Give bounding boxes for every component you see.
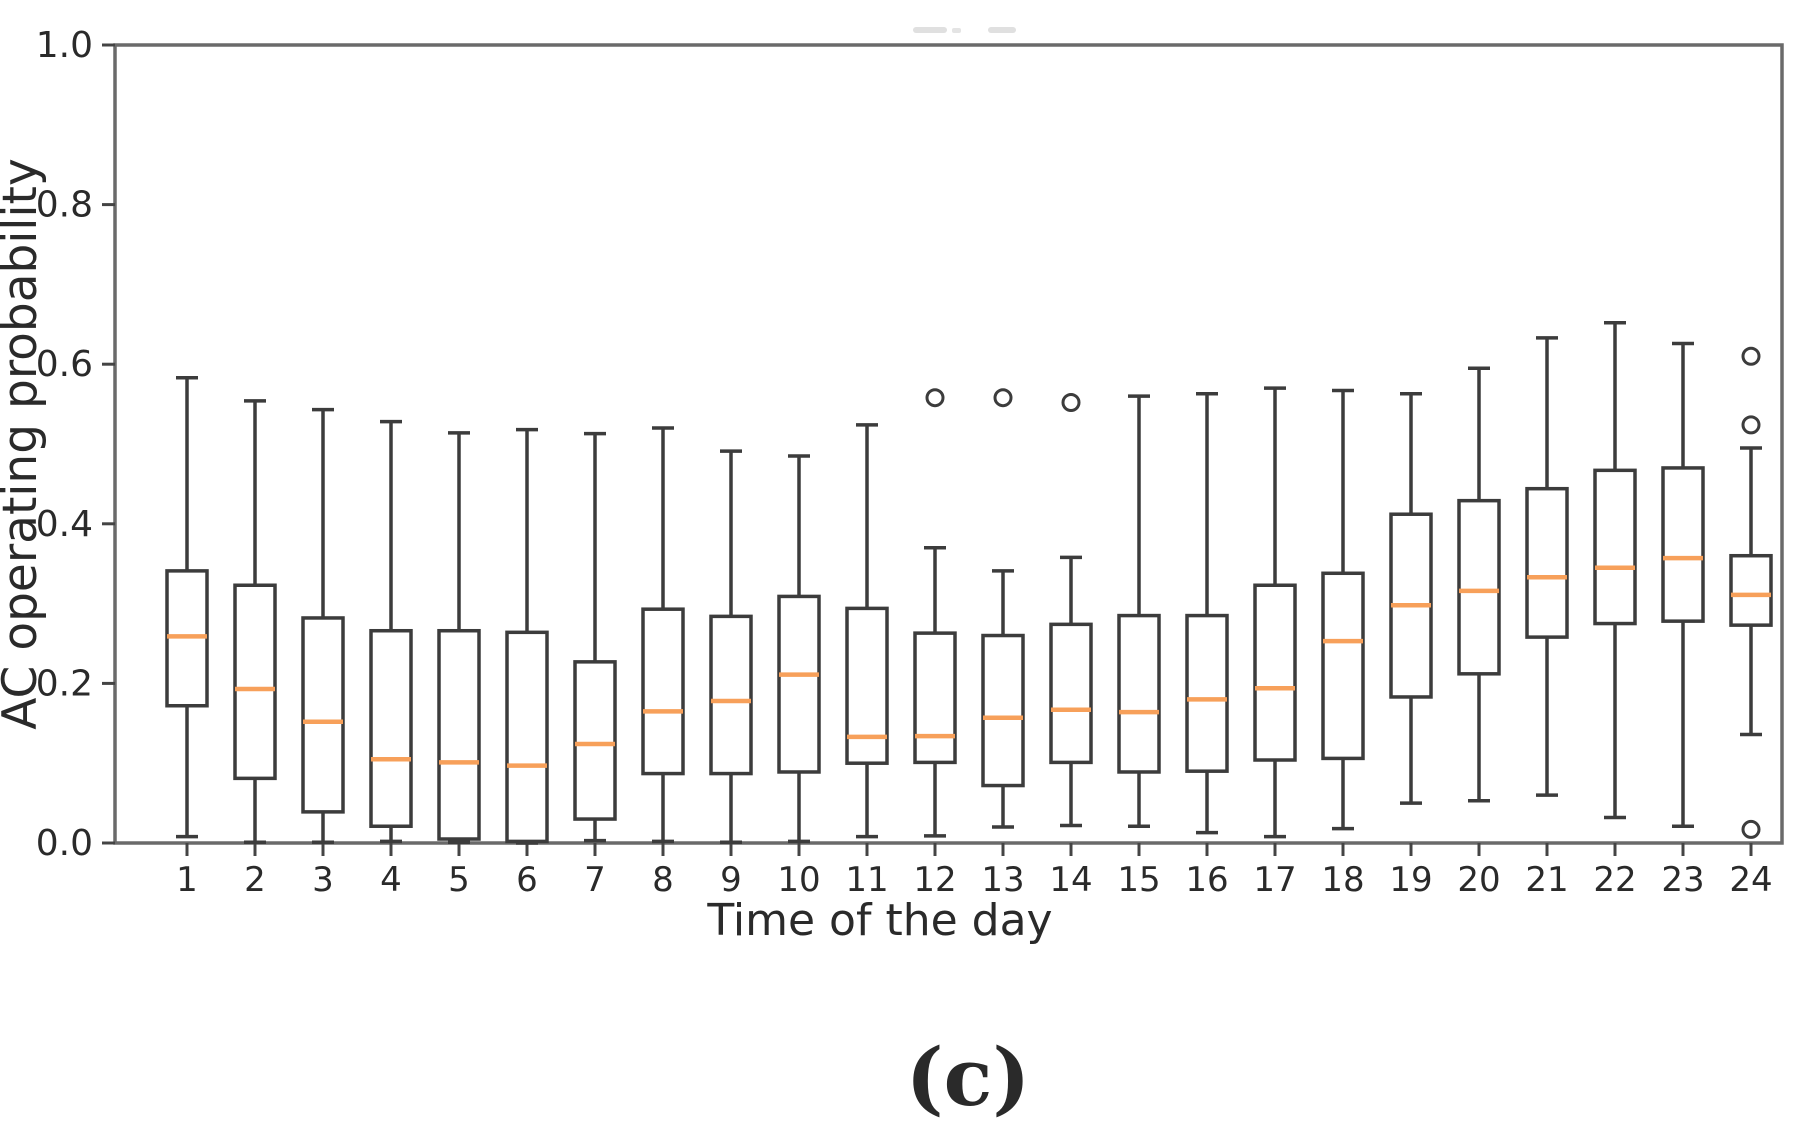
y-tick-label: 0.0 bbox=[36, 823, 93, 864]
iqr-box bbox=[369, 628, 413, 828]
boxplot-box-hour-17 bbox=[1253, 386, 1297, 839]
iqr-box bbox=[505, 630, 549, 844]
x-tick-label: 7 bbox=[584, 860, 606, 900]
x-tick-label: 17 bbox=[1253, 860, 1296, 900]
outlier-marker bbox=[1741, 819, 1761, 839]
x-axis-ticks: 1 2 3 4 5 6 7 8 9 10 11 12 13 14 15 16 17 18 19 20 21 22 23 24 bbox=[176, 843, 1773, 900]
boxplot-box-hour-1 bbox=[165, 376, 209, 839]
boxplot-box-hour-6 bbox=[505, 427, 549, 845]
y-tick-label: 0.2 bbox=[36, 663, 93, 704]
boxplot-box-hour-8 bbox=[641, 426, 685, 844]
iqr-box bbox=[981, 633, 1025, 788]
boxplot-box-hour-22 bbox=[1593, 320, 1637, 820]
boxplot-box-hour-13 bbox=[981, 388, 1025, 829]
x-tick-label: 15 bbox=[1117, 860, 1160, 900]
x-tick-label: 9 bbox=[720, 860, 742, 900]
x-tick-label: 8 bbox=[652, 860, 674, 900]
boxplot-box-hour-15 bbox=[1117, 394, 1161, 828]
iqr-box bbox=[1117, 613, 1161, 774]
y-axis-ticks: 0.0 0.2 0.4 0.6 0.8 1.0 bbox=[36, 25, 115, 864]
boxplot-box-hour-11 bbox=[845, 423, 889, 839]
boxplot-box-hour-12 bbox=[913, 388, 957, 838]
iqr-box bbox=[437, 628, 481, 841]
iqr-box bbox=[301, 616, 345, 814]
iqr-box bbox=[233, 583, 277, 781]
boxplot-box-hour-14 bbox=[1049, 393, 1093, 828]
iqr-box bbox=[573, 660, 617, 821]
boxplot-box-hour-21 bbox=[1525, 336, 1569, 797]
boxplot-box-hour-5 bbox=[437, 431, 481, 844]
iqr-box bbox=[1049, 622, 1093, 765]
outlier-marker bbox=[925, 388, 945, 408]
iqr-box bbox=[1185, 613, 1229, 773]
boxplot-box-hour-3 bbox=[301, 407, 345, 844]
iqr-box bbox=[1525, 486, 1569, 639]
iqr-box bbox=[1457, 498, 1501, 676]
x-axis-label: Time of the day bbox=[706, 895, 1052, 946]
x-tick-label: 12 bbox=[913, 860, 956, 900]
boxplot-box-hour-24 bbox=[1729, 346, 1773, 839]
x-tick-label: 24 bbox=[1729, 860, 1772, 900]
x-tick-label: 5 bbox=[448, 860, 470, 900]
iqr-box bbox=[641, 607, 685, 776]
y-tick-label: 0.4 bbox=[36, 504, 93, 545]
iqr-box bbox=[1253, 583, 1297, 762]
boxplot-box-hour-19 bbox=[1389, 391, 1433, 805]
x-tick-label: 14 bbox=[1049, 860, 1092, 900]
iqr-box bbox=[1593, 468, 1637, 626]
boxplot-box-hour-10 bbox=[777, 454, 821, 844]
iqr-box bbox=[1661, 466, 1705, 623]
x-tick-label: 11 bbox=[845, 860, 888, 900]
figure-caption: (c) bbox=[906, 1030, 1030, 1124]
boxplot-box-hour-18 bbox=[1321, 388, 1365, 831]
x-tick-label: 1 bbox=[176, 860, 198, 900]
boxplot-box-hour-2 bbox=[233, 399, 277, 844]
iqr-box bbox=[1321, 571, 1365, 761]
y-axis-label: AC operating probability bbox=[0, 158, 48, 730]
x-tick-label: 3 bbox=[312, 860, 334, 900]
x-tick-label: 18 bbox=[1321, 860, 1364, 900]
boxplot-box-hour-7 bbox=[573, 431, 617, 843]
iqr-box bbox=[709, 614, 753, 776]
x-tick-label: 6 bbox=[516, 860, 538, 900]
iqr-box bbox=[845, 606, 889, 765]
y-tick-label: 1.0 bbox=[36, 25, 93, 66]
x-tick-label: 21 bbox=[1525, 860, 1568, 900]
x-tick-label: 2 bbox=[244, 860, 266, 900]
outlier-marker bbox=[1061, 393, 1081, 413]
iqr-box bbox=[1729, 553, 1773, 627]
boxplot-box-hour-23 bbox=[1661, 341, 1705, 828]
x-tick-label: 4 bbox=[380, 860, 402, 900]
boxplot-box-hour-16 bbox=[1185, 391, 1229, 835]
x-tick-label: 23 bbox=[1661, 860, 1704, 900]
x-tick-label: 22 bbox=[1593, 860, 1636, 900]
iqr-box bbox=[913, 631, 957, 765]
outlier-marker bbox=[1741, 415, 1761, 435]
outlier-marker bbox=[993, 388, 1013, 408]
boxplot-box-hour-4 bbox=[369, 419, 413, 844]
x-tick-label: 16 bbox=[1185, 860, 1228, 900]
x-tick-label: 19 bbox=[1389, 860, 1432, 900]
plot-frame bbox=[113, 43, 1784, 845]
x-tick-label: 10 bbox=[777, 860, 820, 900]
boxplot-box-hour-20 bbox=[1457, 366, 1501, 803]
iqr-box bbox=[777, 594, 821, 774]
top-artifact-marks bbox=[913, 27, 1016, 33]
boxplot-box-hour-9 bbox=[709, 449, 753, 844]
axes-spines bbox=[113, 43, 1784, 845]
x-tick-label: 13 bbox=[981, 860, 1024, 900]
y-tick-label: 0.8 bbox=[36, 185, 93, 226]
y-tick-label: 0.6 bbox=[36, 344, 93, 385]
x-tick-label: 20 bbox=[1457, 860, 1500, 900]
outlier-marker bbox=[1741, 346, 1761, 366]
boxes-layer bbox=[165, 320, 1773, 845]
